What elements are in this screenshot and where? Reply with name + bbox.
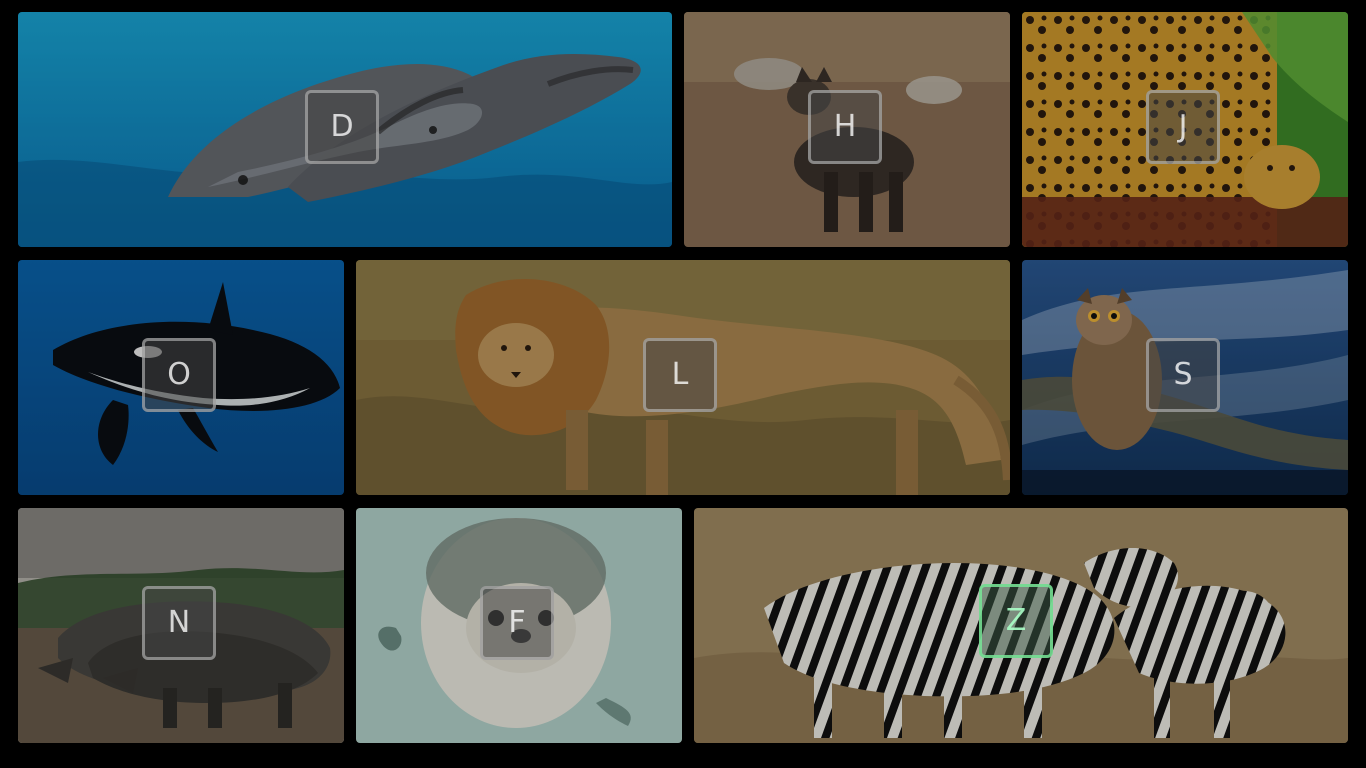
tile-zebra[interactable]: Z xyxy=(694,508,1348,743)
key-badge: F xyxy=(480,586,554,660)
tile-jaguar[interactable]: J xyxy=(1022,12,1348,247)
key-badge: S xyxy=(1146,338,1220,412)
key-badge: O xyxy=(142,338,216,412)
key-badge-selected: Z xyxy=(979,584,1053,658)
jaguar-photo xyxy=(1022,12,1348,247)
tile-owl[interactable]: S xyxy=(1022,260,1348,495)
key-badge: D xyxy=(305,90,379,164)
tile-hyena[interactable]: H xyxy=(684,12,1010,247)
tile-lion[interactable]: L xyxy=(356,260,1010,495)
key-badge: J xyxy=(1146,90,1220,164)
tile-seal[interactable]: F xyxy=(356,508,682,743)
dolphin-photo xyxy=(18,12,672,247)
tile-rhino[interactable]: N xyxy=(18,508,344,743)
key-badge: L xyxy=(643,338,717,412)
tile-orca[interactable]: O xyxy=(18,260,344,495)
tile-dolphin[interactable]: D xyxy=(18,12,672,247)
key-badge: N xyxy=(142,586,216,660)
key-badge: H xyxy=(808,90,882,164)
